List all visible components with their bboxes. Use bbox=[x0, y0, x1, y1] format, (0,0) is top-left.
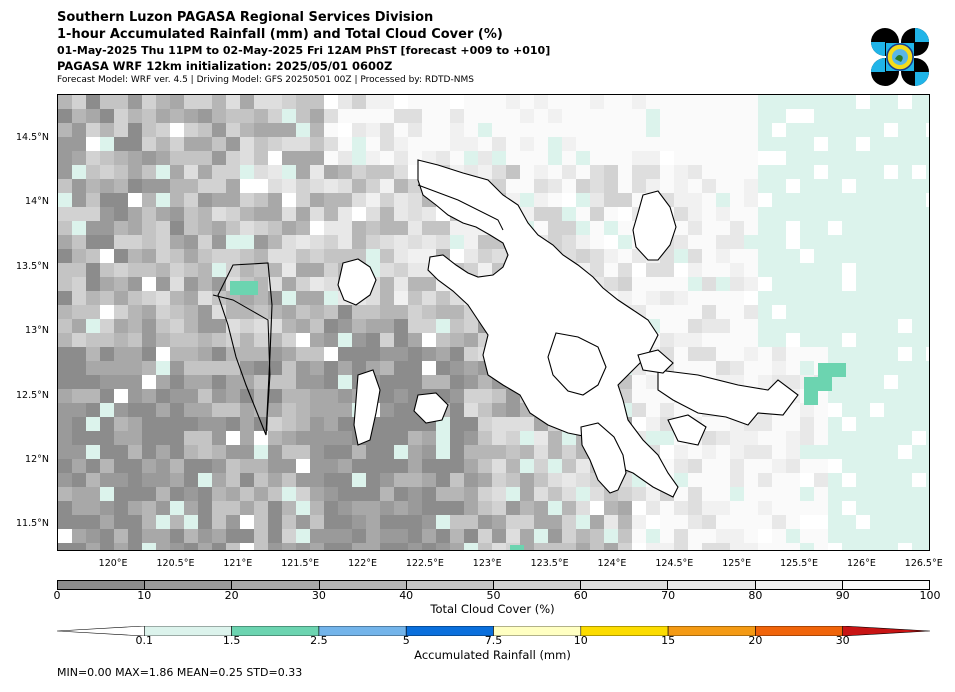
lat-tick-label: 12.5°N bbox=[15, 389, 49, 401]
title-product: 1-hour Accumulated Rainfall (mm) and Tot… bbox=[57, 27, 503, 42]
lon-tick-label: 123°E bbox=[472, 558, 502, 569]
cloud-colorbar-segment bbox=[842, 581, 930, 589]
cloud-tick-label: 20 bbox=[224, 589, 239, 602]
lat-tick-label: 11.5°N bbox=[15, 518, 49, 530]
lon-tick-label: 122°E bbox=[348, 558, 377, 569]
cloud-cover-grid bbox=[58, 95, 929, 550]
cloud-tick-label: 90 bbox=[835, 589, 850, 602]
lon-tick-label: 126.5°E bbox=[904, 558, 943, 569]
cloud-colorbar-segment bbox=[232, 581, 320, 589]
cloud-tick-label: 100 bbox=[919, 589, 941, 602]
cloud-tick-label: 10 bbox=[137, 589, 152, 602]
rain-tick-label: 10 bbox=[573, 634, 588, 647]
title-region: Southern Luzon PAGASA Regional Services … bbox=[57, 10, 434, 25]
cloud-colorbar-segment bbox=[494, 581, 582, 589]
cloud-colorbar-segment bbox=[406, 581, 495, 589]
rain-colorbar-segment bbox=[57, 626, 145, 636]
coastlines bbox=[217, 159, 799, 498]
cloud-colorbar-segment bbox=[319, 581, 407, 589]
rain-colorbar-segment bbox=[842, 626, 930, 636]
lon-tick-label: 124°E bbox=[597, 558, 627, 569]
lat-tick-label: 12°N bbox=[25, 453, 49, 465]
cloud-colorbar-segment bbox=[668, 581, 756, 589]
rain-tick-label: 7.5 bbox=[484, 634, 503, 647]
rain-colorbar-segment bbox=[318, 626, 407, 636]
rain-tick-label: 1.5 bbox=[222, 634, 241, 647]
lon-tick-label: 124.5°E bbox=[655, 558, 694, 569]
cloud-tick-label: 0 bbox=[53, 589, 61, 602]
map-panel bbox=[57, 94, 930, 551]
cloud-tick-label: 80 bbox=[748, 589, 763, 602]
cloud-cover-colorbar bbox=[57, 580, 930, 590]
rain-colorbar-segment bbox=[144, 626, 232, 636]
lat-tick-label: 14.5°N bbox=[15, 132, 49, 144]
lat-tick-label: 13.5°N bbox=[15, 260, 49, 272]
cloud-tick-label: 40 bbox=[399, 589, 414, 602]
rain-tick-label: 0.1 bbox=[135, 634, 154, 647]
rain-colorbar-segment bbox=[493, 626, 582, 636]
rain-tick-label: 15 bbox=[661, 634, 676, 647]
lat-tick-label: 13°N bbox=[25, 325, 49, 337]
cloud-cover-label: Total Cloud Cover (%) bbox=[430, 602, 555, 616]
cloud-tick-label: 30 bbox=[311, 589, 326, 602]
lon-tick-label: 120.5°E bbox=[156, 558, 195, 569]
lon-tick-label: 121.5°E bbox=[281, 558, 320, 569]
rainfall-colorbar bbox=[57, 626, 930, 636]
rain-colorbar-segment bbox=[755, 626, 844, 636]
rain-tick-label: 20 bbox=[748, 634, 763, 647]
rain-colorbar-segment bbox=[231, 626, 320, 636]
lon-tick-label: 125.5°E bbox=[780, 558, 819, 569]
title-model-info: Forecast Model: WRF ver. 4.5 | Driving M… bbox=[57, 75, 474, 85]
rain-tick-label: 2.5 bbox=[310, 634, 328, 647]
title-initialization: PAGASA WRF 12km initialization: 2025/05/… bbox=[57, 59, 393, 73]
province-borders bbox=[212, 184, 504, 436]
lon-tick-label: 123.5°E bbox=[530, 558, 569, 569]
lon-tick-label: 120°E bbox=[98, 558, 128, 569]
lon-tick-label: 121°E bbox=[223, 558, 253, 569]
statistics-line: MIN=0.00 MAX=1.86 MEAN=0.25 STD=0.33 bbox=[57, 666, 303, 679]
rain-tick-label: 5 bbox=[402, 634, 410, 647]
rain-tick-label: 30 bbox=[835, 634, 850, 647]
cloud-colorbar-segment bbox=[581, 581, 669, 589]
cloud-tick-label: 50 bbox=[486, 589, 501, 602]
lon-tick-label: 126°E bbox=[846, 558, 876, 569]
rain-colorbar-segment bbox=[405, 626, 494, 636]
rain-colorbar-segment bbox=[580, 626, 669, 636]
cloud-colorbar-segment bbox=[58, 581, 146, 589]
cloud-colorbar-segment bbox=[755, 581, 843, 589]
lon-tick-label: 125°E bbox=[722, 558, 752, 569]
map-canvas bbox=[58, 95, 929, 550]
rain-colorbar-segment bbox=[667, 626, 756, 636]
cloud-tick-label: 60 bbox=[573, 589, 588, 602]
lon-tick-label: 122.5°E bbox=[405, 558, 444, 569]
cloud-colorbar-segment bbox=[145, 581, 233, 589]
title-valid-time: 01-May-2025 Thu 11PM to 02-May-2025 Fri … bbox=[57, 44, 551, 57]
cloud-tick-label: 70 bbox=[661, 589, 676, 602]
pagasa-logo bbox=[871, 28, 929, 86]
rainfall-label: Accumulated Rainfall (mm) bbox=[414, 648, 571, 662]
lat-tick-label: 14°N bbox=[25, 196, 49, 208]
